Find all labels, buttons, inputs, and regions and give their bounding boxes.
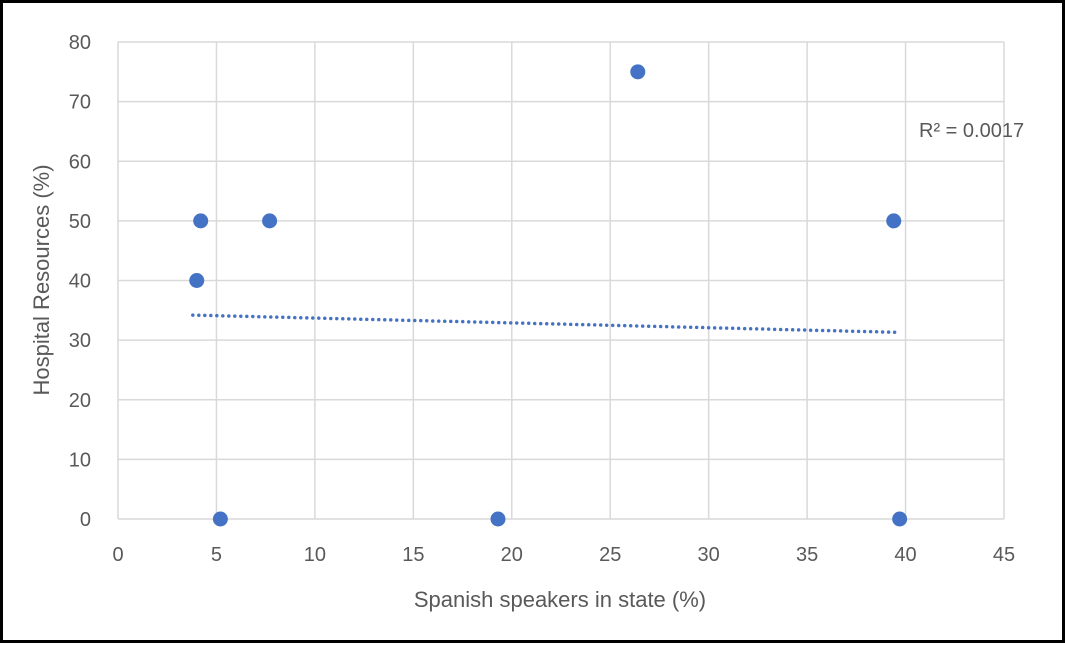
data-point bbox=[212, 511, 228, 527]
x-tick-label: 20 bbox=[501, 544, 523, 566]
y-tick-label: 50 bbox=[69, 211, 91, 233]
y-tick-label: 30 bbox=[69, 330, 91, 352]
x-axis-title: Spanish speakers in state (%) bbox=[414, 587, 706, 612]
scatter-chart: 0 10 20 30 40 50 60 70 80 0 5 10 15 20 25 30 35 40 45 Span… bbox=[29, 32, 1024, 612]
x-tick-label: 5 bbox=[211, 544, 222, 566]
data-point bbox=[189, 273, 205, 288]
trendline-group bbox=[191, 313, 902, 335]
data-point bbox=[490, 511, 506, 527]
data-point bbox=[262, 213, 278, 229]
y-tick-label: 0 bbox=[80, 509, 91, 531]
r-squared-label: R² = 0.0017 bbox=[919, 120, 1024, 142]
x-tick-label: 45 bbox=[993, 544, 1015, 566]
x-tick-label: 15 bbox=[402, 544, 424, 566]
trendline bbox=[191, 313, 902, 335]
y-tick-label: 40 bbox=[69, 271, 91, 293]
data-point bbox=[892, 511, 908, 527]
y-tick-label: 80 bbox=[69, 32, 91, 54]
x-tick-label: 25 bbox=[599, 544, 621, 566]
y-tick-label: 20 bbox=[69, 390, 91, 412]
x-tick-label: 0 bbox=[112, 544, 123, 566]
tick-labels: 0 10 20 30 40 50 60 70 80 0 5 10 15 20 25 30 35 40 45 bbox=[69, 32, 1015, 566]
x-tick-label: 10 bbox=[304, 544, 326, 566]
x-tick-label: 30 bbox=[698, 544, 720, 566]
y-tick-label: 70 bbox=[69, 92, 91, 114]
data-points bbox=[189, 64, 908, 527]
data-point bbox=[886, 213, 902, 229]
y-tick-label: 60 bbox=[69, 151, 91, 173]
gridlines bbox=[117, 41, 1005, 520]
y-tick-label: 10 bbox=[69, 449, 91, 471]
data-point bbox=[193, 213, 209, 229]
x-tick-label: 35 bbox=[796, 544, 818, 566]
data-point bbox=[630, 64, 646, 80]
y-axis-title: Hospital Resources (%) bbox=[29, 164, 54, 395]
x-tick-label: 40 bbox=[894, 544, 916, 566]
